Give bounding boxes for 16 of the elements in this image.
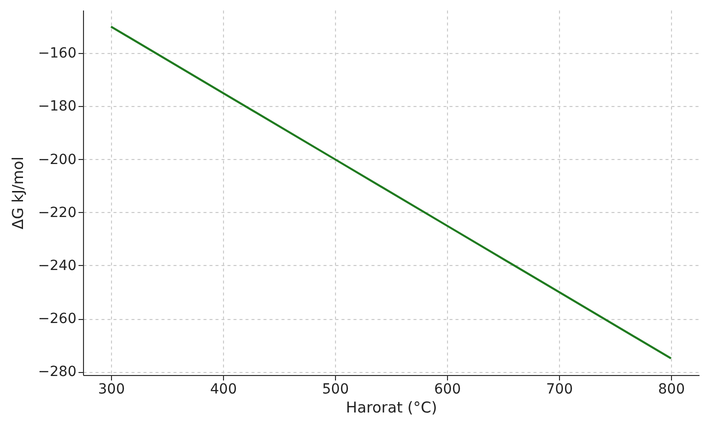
y-tick-label: −260 — [38, 311, 76, 328]
x-tick-label: 800 — [658, 382, 685, 398]
y-tick-label: −280 — [38, 364, 76, 380]
x-tick-label: 700 — [546, 382, 573, 398]
x-axis-title: Harorat (°C) — [346, 398, 438, 416]
y-axis-title: ΔG kJ/mol — [9, 156, 28, 230]
y-tick-label: −160 — [38, 46, 76, 62]
x-tick-label: 500 — [322, 382, 349, 398]
x-tick-label: 600 — [434, 382, 461, 398]
y-tick-label: −200 — [38, 152, 76, 168]
x-tick-label: 400 — [210, 382, 237, 398]
x-tick-label: 300 — [98, 382, 125, 398]
line-series — [110, 26, 672, 360]
y-tick-label: −180 — [38, 98, 76, 115]
y-tick-label: −240 — [38, 258, 76, 274]
y-tick-label: −220 — [38, 204, 76, 221]
